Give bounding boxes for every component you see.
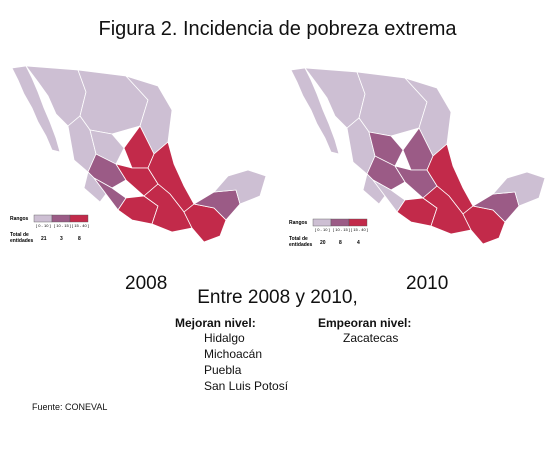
svg-text:[ 15 - 40 ]: [ 15 - 40 ] bbox=[351, 227, 368, 232]
count-mid: 8 bbox=[339, 240, 342, 246]
count-low: 21 bbox=[41, 236, 47, 242]
legend-title: Rangos bbox=[10, 216, 29, 222]
map-2008: Rangos [ 0 - 10 ] [ 10 - 15 ] [ 15 - 40 … bbox=[10, 65, 267, 244]
legend-title: Rangos bbox=[289, 220, 308, 226]
map-2010: Rangos [ 0 - 10 ] [ 10 - 15 ] [ 15 - 40 … bbox=[289, 67, 546, 248]
worsen-column: Empeoran nivel: Zacatecas bbox=[318, 316, 411, 346]
year-label-2010: 2010 bbox=[406, 273, 449, 294]
svg-text:[ 10 - 15 ]: [ 10 - 15 ] bbox=[333, 227, 350, 232]
list-item: Zacatecas bbox=[343, 331, 399, 345]
svg-text:Total de: Total de bbox=[289, 236, 308, 242]
region-baja bbox=[290, 67, 340, 155]
svg-text:entidades: entidades bbox=[289, 242, 313, 248]
svg-text:[ 0 - 10 ]: [ 0 - 10 ] bbox=[315, 227, 330, 232]
year-label-2008: 2008 bbox=[125, 273, 168, 294]
count-high: 8 bbox=[78, 236, 81, 242]
svg-text:entidades: entidades bbox=[10, 238, 34, 244]
list-item: San Luis Potosí bbox=[204, 379, 289, 393]
count-low: 20 bbox=[320, 240, 326, 246]
figure-title: Figura 2. Incidencia de pobreza extrema bbox=[98, 18, 457, 40]
count-high: 4 bbox=[357, 240, 360, 246]
list-item: Hidalgo bbox=[204, 331, 245, 345]
list-item: Puebla bbox=[204, 363, 242, 377]
region-pacific-west bbox=[83, 171, 107, 203]
improve-column: Mejoran nivel: Hidalgo Michoacán Puebla … bbox=[175, 316, 288, 394]
list-item: Michoacán bbox=[204, 347, 263, 361]
region-yucatan bbox=[492, 171, 546, 207]
legend-2008: Rangos [ 0 - 10 ] [ 10 - 15 ] [ 15 - 40 … bbox=[10, 214, 89, 244]
legend-2010: Rangos [ 0 - 10 ] [ 10 - 15 ] [ 15 - 40 … bbox=[289, 218, 368, 248]
worsen-heading: Empeoran nivel: bbox=[318, 316, 412, 330]
improve-heading: Mejoran nivel: bbox=[175, 316, 256, 330]
region-pacific-west bbox=[362, 173, 386, 205]
svg-text:[ 10 - 15 ]: [ 10 - 15 ] bbox=[54, 223, 71, 228]
region-baja bbox=[11, 65, 61, 153]
source-note: Fuente: CONEVAL bbox=[32, 402, 108, 412]
comparison-subtitle: Entre 2008 y 2010, bbox=[197, 287, 358, 308]
count-mid: 3 bbox=[60, 236, 63, 242]
region-yucatan bbox=[213, 169, 267, 205]
svg-text:Total de: Total de bbox=[10, 232, 29, 238]
svg-text:[ 15 - 40 ]: [ 15 - 40 ] bbox=[72, 223, 89, 228]
svg-text:[ 0 - 10 ]: [ 0 - 10 ] bbox=[36, 223, 51, 228]
